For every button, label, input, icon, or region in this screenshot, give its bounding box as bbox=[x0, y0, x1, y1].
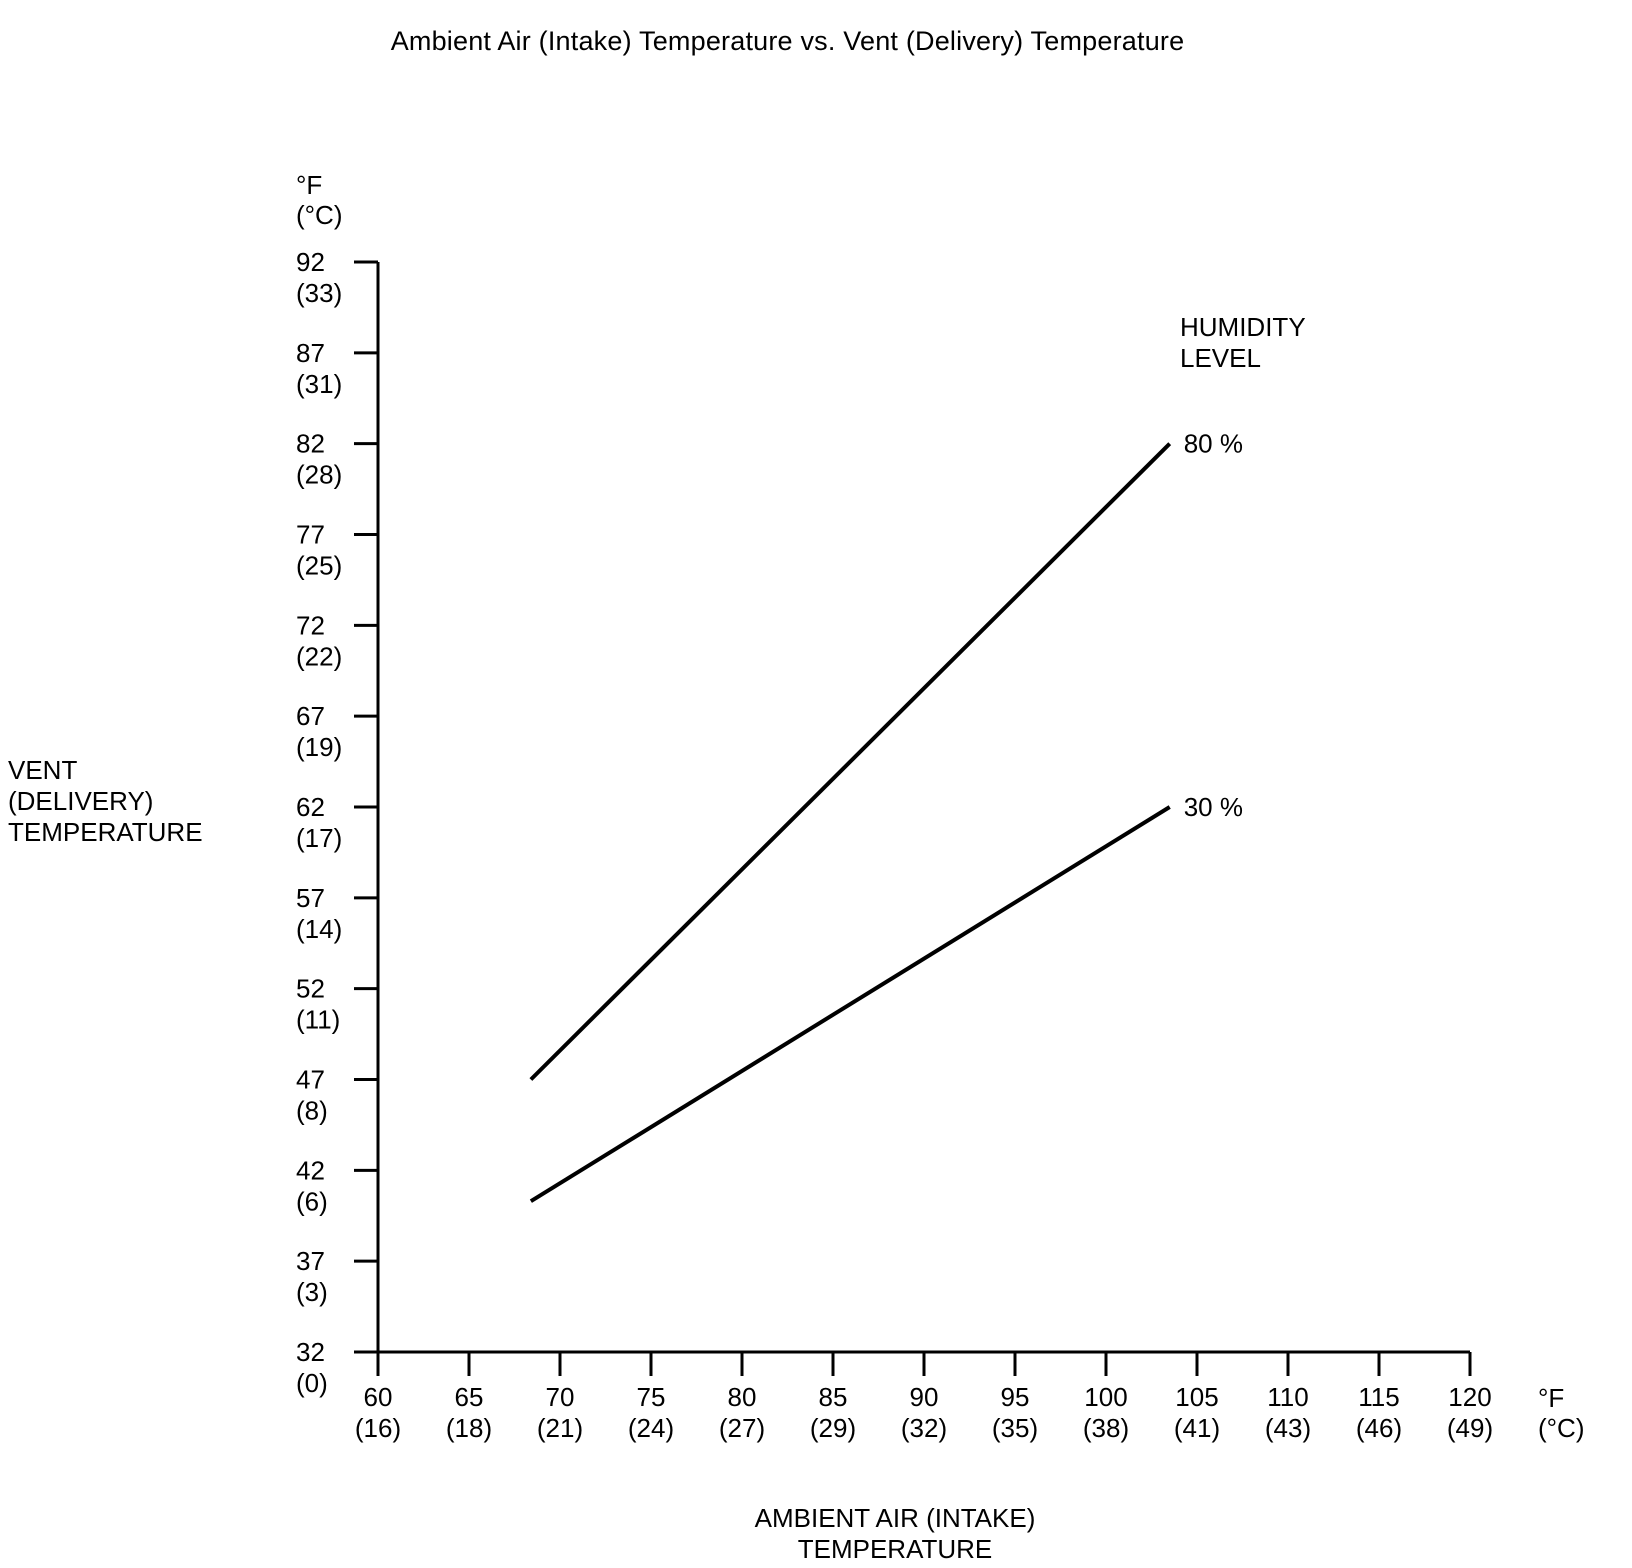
x-tick-label-f: 90 bbox=[910, 1382, 939, 1412]
y-tick-label-c: (33) bbox=[296, 278, 342, 308]
y-axis-title-line: TEMPERATURE bbox=[8, 817, 203, 847]
y-axis-title-line: VENT bbox=[8, 755, 78, 785]
x-tick-label-f: 60 bbox=[364, 1382, 393, 1412]
x-tick-label-f: 95 bbox=[1001, 1382, 1030, 1412]
y-tick-label-c: (8) bbox=[296, 1096, 328, 1126]
y-axis-title: VENT (DELIVERY) TEMPERATURE bbox=[8, 755, 203, 848]
y-tick-label-c: (19) bbox=[296, 732, 342, 762]
y-tick-label-f: 57 bbox=[296, 883, 325, 913]
x-tick-label-c: (18) bbox=[446, 1413, 492, 1443]
y-tick-label-f: 42 bbox=[296, 1155, 325, 1185]
y-axis-unit-label: °F (°C) bbox=[296, 170, 343, 230]
x-axis-unit-f: °F bbox=[1538, 1383, 1565, 1413]
x-tick-label-f: 65 bbox=[455, 1382, 484, 1412]
x-tick-label-f: 85 bbox=[819, 1382, 848, 1412]
x-tick-label-c: (49) bbox=[1447, 1413, 1493, 1443]
x-tick-label-c: (32) bbox=[901, 1413, 947, 1443]
y-tick-label-c: (6) bbox=[296, 1186, 328, 1216]
y-tick-label-c: (14) bbox=[296, 914, 342, 944]
y-axis-title-line: (DELIVERY) bbox=[8, 786, 154, 816]
legend-title-line: LEVEL bbox=[1180, 343, 1261, 373]
series-line bbox=[529, 442, 1172, 1081]
y-axis-unit-c: (°C) bbox=[296, 200, 343, 230]
series-line bbox=[529, 805, 1171, 1203]
x-tick-label-c: (24) bbox=[628, 1413, 674, 1443]
y-tick-label-c: (17) bbox=[296, 823, 342, 853]
y-tick-label-f: 72 bbox=[296, 610, 325, 640]
x-tick-label-f: 110 bbox=[1267, 1382, 1308, 1412]
x-tick-label-f: 80 bbox=[728, 1382, 757, 1412]
x-axis-unit-c: (°C) bbox=[1538, 1413, 1585, 1443]
series-label: 30 % bbox=[1184, 792, 1243, 822]
x-tick-label-c: (27) bbox=[719, 1413, 765, 1443]
x-tick-label-f: 115 bbox=[1358, 1382, 1399, 1412]
y-tick-label-f: 32 bbox=[296, 1337, 325, 1367]
y-tick-label-c: (11) bbox=[296, 1005, 340, 1035]
y-tick-label-c: (25) bbox=[296, 551, 342, 581]
x-tick-label-f: 70 bbox=[546, 1382, 575, 1412]
y-tick-label-c: (22) bbox=[296, 641, 342, 671]
y-tick-label-c: (3) bbox=[296, 1277, 328, 1307]
legend-title: HUMIDITY LEVEL bbox=[1180, 312, 1306, 374]
y-tick-label-f: 52 bbox=[296, 974, 325, 1004]
y-tick-label-f: 87 bbox=[296, 338, 325, 368]
x-axis-title: AMBIENT AIR (INTAKE) TEMPERATURE bbox=[754, 1503, 1036, 1564]
y-tick-label-f: 37 bbox=[296, 1246, 325, 1276]
legend-title-line: HUMIDITY bbox=[1180, 312, 1306, 342]
y-tick-label-f: 47 bbox=[296, 1065, 325, 1095]
y-tick-label-c: (0) bbox=[296, 1368, 328, 1398]
x-tick-label-f: 75 bbox=[637, 1382, 666, 1412]
y-axis-unit-f: °F bbox=[296, 170, 323, 200]
y-tick-label-f: 82 bbox=[296, 429, 325, 459]
x-axis-unit-label: °F (°C) bbox=[1538, 1383, 1585, 1443]
x-tick-label-f: 120 bbox=[1448, 1382, 1491, 1412]
x-tick-label-c: (43) bbox=[1265, 1413, 1311, 1443]
x-tick-label-c: (46) bbox=[1356, 1413, 1402, 1443]
series-label: 80 % bbox=[1184, 429, 1243, 459]
x-tick-label-c: (21) bbox=[537, 1413, 583, 1443]
x-tick-label-c: (38) bbox=[1083, 1413, 1129, 1443]
y-tick-label-f: 67 bbox=[296, 701, 325, 731]
y-tick-label-c: (28) bbox=[296, 460, 342, 490]
y-tick-label-f: 62 bbox=[296, 792, 325, 822]
x-tick-label-f: 105 bbox=[1175, 1382, 1218, 1412]
y-tick-label-c: (31) bbox=[296, 369, 342, 399]
x-tick-label-f: 100 bbox=[1084, 1382, 1127, 1412]
x-tick-label-c: (35) bbox=[992, 1413, 1038, 1443]
y-tick-label-f: 92 bbox=[296, 247, 325, 277]
y-tick-label-f: 77 bbox=[296, 520, 325, 550]
x-tick-label-c: (29) bbox=[810, 1413, 856, 1443]
chart-title: Ambient Air (Intake) Temperature vs. Ven… bbox=[390, 26, 1185, 56]
x-tick-label-c: (41) bbox=[1174, 1413, 1220, 1443]
x-tick-label-c: (16) bbox=[355, 1413, 401, 1443]
